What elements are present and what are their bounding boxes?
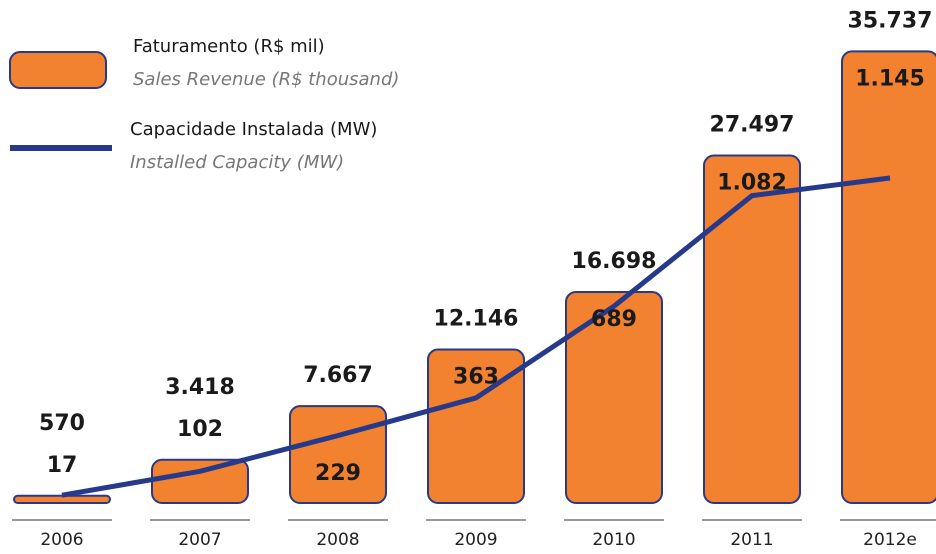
data-label: 17 xyxy=(47,453,78,478)
data-label: 3.418 xyxy=(165,375,235,400)
x-tick-label: 2010 xyxy=(592,530,635,550)
x-tick-label: 2007 xyxy=(178,530,221,550)
bar xyxy=(565,290,663,505)
data-label: 1.082 xyxy=(717,170,787,195)
x-tick-label: 2011 xyxy=(730,530,773,550)
data-label: 7.667 xyxy=(303,363,373,388)
data-label: 689 xyxy=(591,307,637,332)
x-tick-label: 2006 xyxy=(40,530,83,550)
data-label: 229 xyxy=(315,461,361,486)
bar xyxy=(289,405,387,504)
legend-sublabel: Sales Revenue (R$ thousand) xyxy=(133,69,399,90)
bar xyxy=(13,494,111,505)
data-label: 363 xyxy=(453,364,499,389)
data-label: 102 xyxy=(177,417,223,442)
x-tick-label: 2008 xyxy=(316,530,359,550)
bar xyxy=(151,458,249,504)
data-label: 27.497 xyxy=(710,112,795,137)
data-label: 35.737 xyxy=(848,8,933,33)
bar xyxy=(427,348,525,505)
data-label: 1.145 xyxy=(855,66,925,91)
data-label: 12.146 xyxy=(434,306,519,331)
legend-bar-swatch xyxy=(9,51,107,89)
data-label: 570 xyxy=(39,411,85,436)
legend-label: Capacidade Instalada (MW) xyxy=(130,119,377,140)
x-tick-label: 2009 xyxy=(454,530,497,550)
legend-label: Faturamento (R$ mil) xyxy=(133,36,325,57)
line xyxy=(61,175,891,498)
bar xyxy=(703,154,801,504)
bar xyxy=(841,50,936,504)
data-label: 16.698 xyxy=(572,249,657,274)
x-tick-label: 2012e xyxy=(863,530,917,550)
legend-sublabel: Installed Capacity (MW) xyxy=(130,152,344,173)
